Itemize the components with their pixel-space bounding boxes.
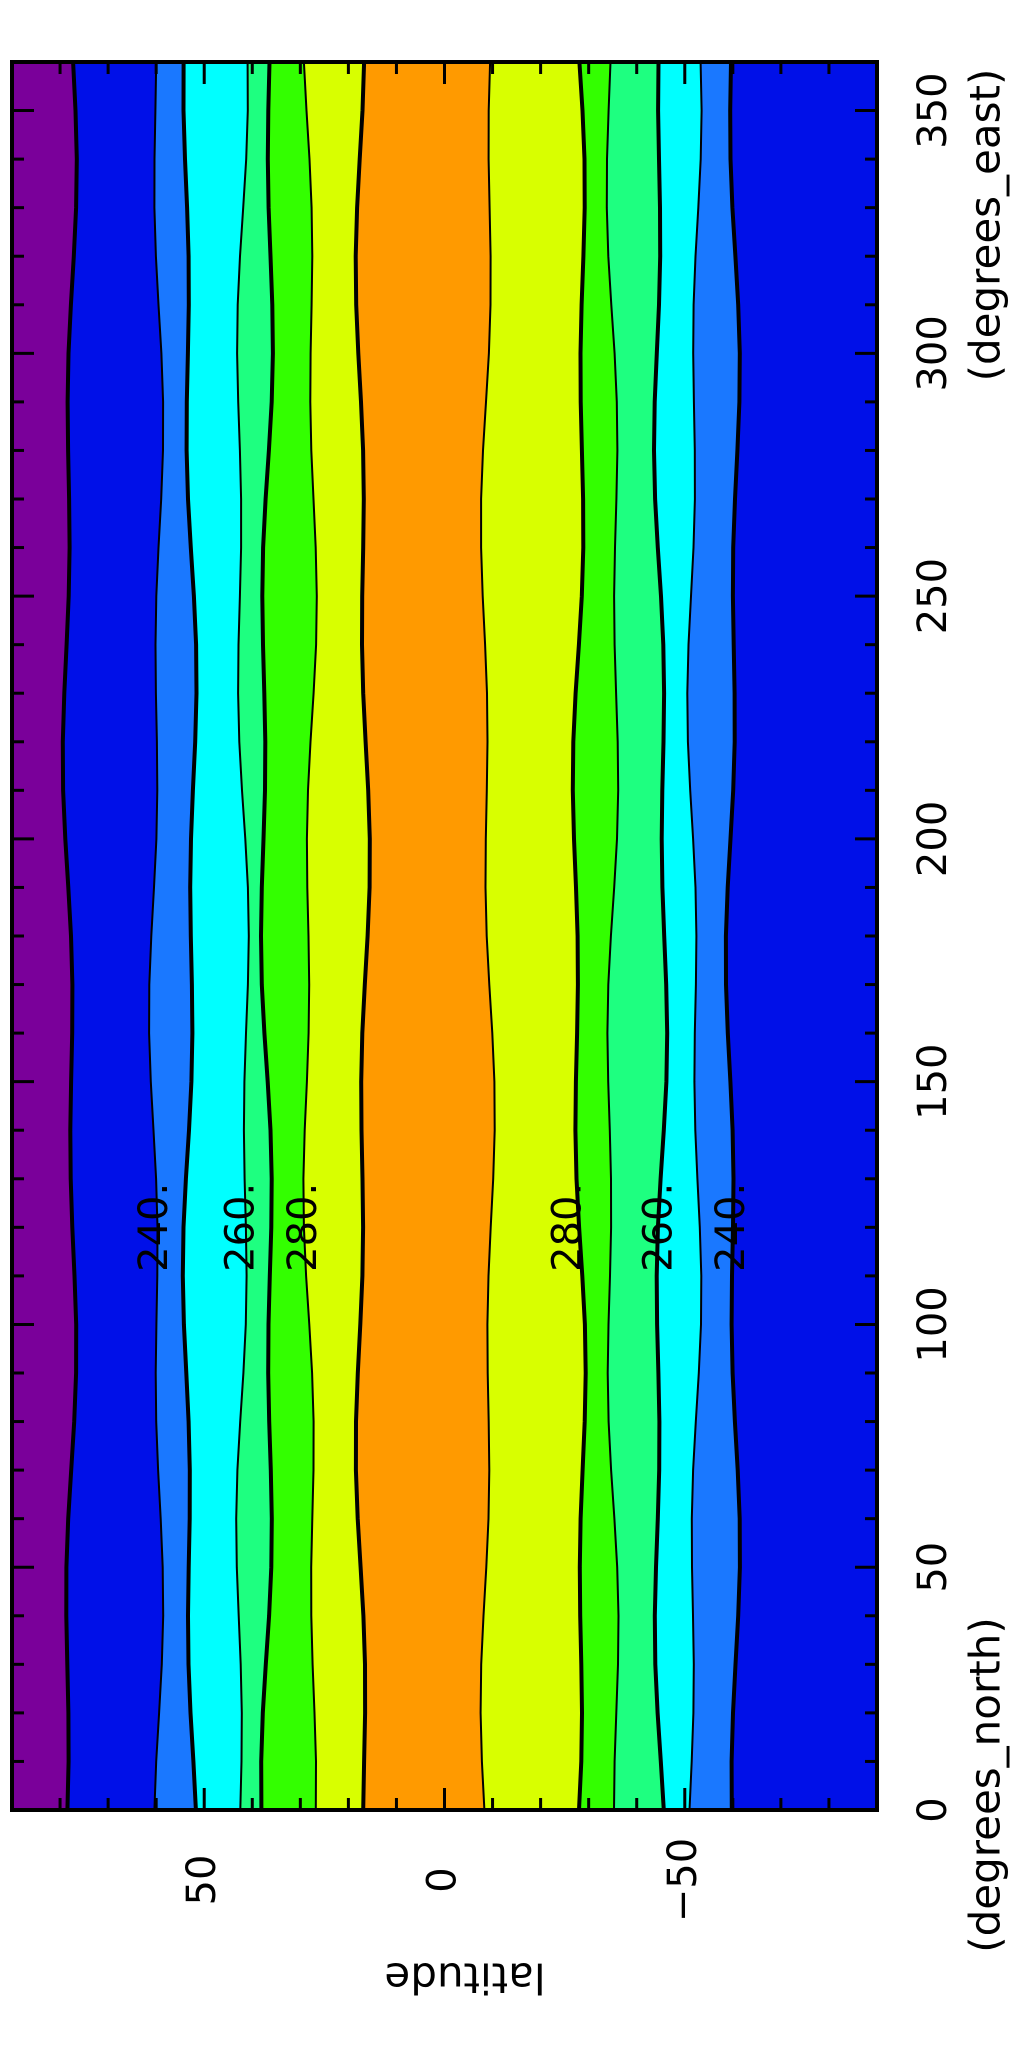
x-axis-title: (degrees_east) [961,69,1010,382]
contour-label: 260. [218,1183,264,1272]
contour-line [235,62,250,1810]
contour-label: 260. [636,1183,682,1272]
contour-label: 240. [708,1183,754,1272]
x-tick-label: 100 [910,1286,956,1362]
contour-line [479,62,496,1810]
contour-line [302,62,318,1810]
x-tick-label: 250 [910,558,956,634]
contour-line [148,62,165,1810]
y-tick-label: 0 [420,1867,466,1892]
y-tick-label: −50 [660,1838,706,1922]
contour-line [651,62,670,1810]
x-tick-label: 150 [910,1043,956,1119]
contour-band-220_230 [62,62,164,1810]
contour-band-270_280 [480,62,587,1810]
contour-line [180,62,199,1810]
contour-labels: 240. 260. 280. 280. 260. 240. [131,1183,754,1272]
contour-label: 280. [280,1183,326,1272]
x-tick-label: 300 [910,315,956,391]
contour-line [723,62,742,1810]
y-axis-title: latitude [384,1954,545,2003]
contour-line [353,62,372,1810]
contour-band-220_230 [725,62,877,1810]
x-tick-label: 0 [910,1797,956,1822]
x-tick-label: 200 [910,801,956,877]
contour-line [605,62,620,1810]
contour-fill-bands [12,62,877,1810]
contour-line [60,62,79,1810]
contour-line [686,62,703,1810]
contour-line [570,62,588,1810]
contour-lines [60,62,742,1810]
contour-band-280_290 [355,62,496,1810]
y-tick-label: 50 [179,1855,225,1906]
contour-label: 240. [131,1183,177,1272]
axis-ticks [12,60,877,1812]
contour-label: 280. [544,1183,590,1272]
contour-line [258,62,275,1810]
x-tick-label: 50 [910,1542,956,1593]
x-tick-label: 350 [910,72,956,148]
axis-tick-labels: 0 50 100 150 200 250 300 350 50 0 −50 [179,72,956,1922]
y-axis-units: (degrees_north) [961,1617,1010,1953]
